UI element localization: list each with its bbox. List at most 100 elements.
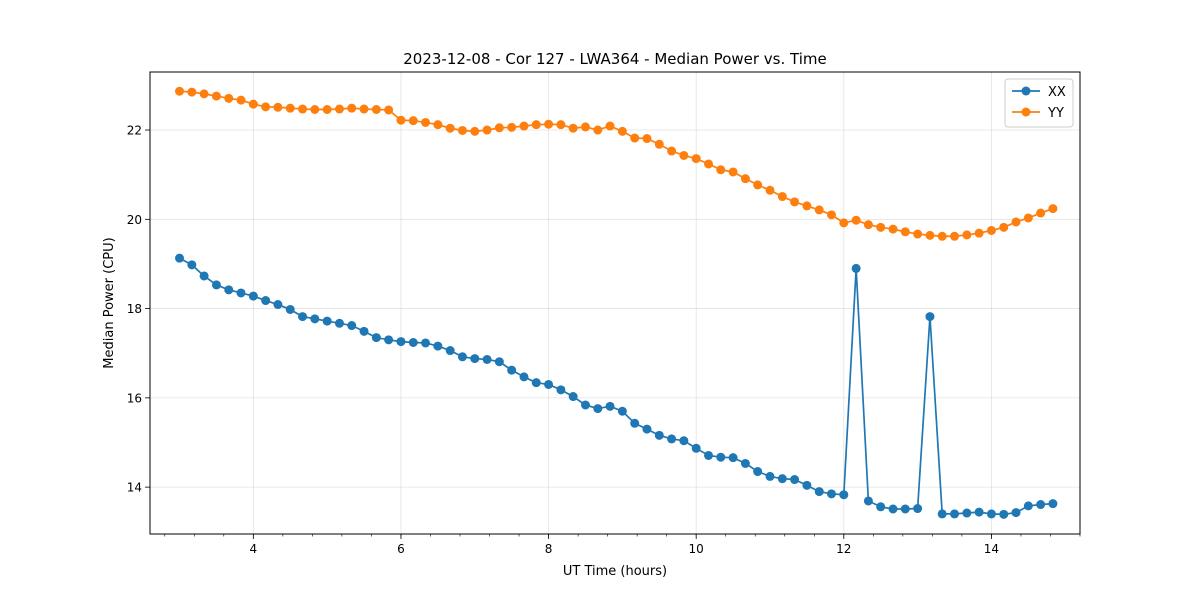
- legend-xx-marker: [1021, 86, 1031, 96]
- series-yy-point: [507, 122, 517, 132]
- series-yy-point: [371, 105, 381, 114]
- legend: XX YY: [1004, 78, 1074, 128]
- series-xx-point: [322, 316, 332, 326]
- series-xx-point: [568, 392, 578, 402]
- series-xx-point: [753, 467, 763, 477]
- series-xx-point: [507, 365, 517, 375]
- series-xx-point: [482, 354, 492, 364]
- x-tick-label: 4: [250, 542, 258, 556]
- series-yy-point: [285, 103, 295, 113]
- series-xx-point: [273, 300, 283, 310]
- series-yy-point: [593, 125, 603, 135]
- x-tick-label: 14: [984, 542, 999, 556]
- series-yy-point: [544, 119, 554, 129]
- series-yy-point: [580, 122, 590, 132]
- series-xx-point: [950, 509, 960, 519]
- series-yy-point: [740, 174, 750, 184]
- series-xx-point: [470, 354, 480, 364]
- series-xx-point: [667, 434, 677, 444]
- series-yy-point: [482, 125, 492, 135]
- x-tick-label: 10: [689, 542, 704, 556]
- grid: [150, 72, 1080, 534]
- series-xx-point: [937, 509, 947, 519]
- series-yy-point: [261, 102, 271, 112]
- series-yy-point: [519, 121, 529, 131]
- series-yy-point: [704, 159, 714, 169]
- series-yy-point: [839, 218, 849, 228]
- series-yy-point: [777, 192, 787, 202]
- legend-xx-label: XX: [1048, 85, 1066, 100]
- series-xx-point: [802, 480, 812, 490]
- series-yy-point: [211, 91, 221, 101]
- series-xx-point: [261, 296, 271, 306]
- series-xx-point: [347, 321, 357, 331]
- series-xx-point: [531, 378, 541, 388]
- series-xx-point: [986, 509, 996, 519]
- series-xx-point: [1023, 501, 1033, 511]
- series-xx-point: [408, 338, 418, 347]
- series-yy-point: [851, 215, 861, 225]
- series-xx-point: [728, 453, 738, 463]
- series-yy-point: [199, 89, 209, 99]
- series-xx-point: [851, 263, 861, 273]
- x-tick-label: 8: [545, 542, 553, 556]
- y-axis-label: Median Power (CPU): [102, 237, 117, 368]
- series-xx-point: [839, 490, 849, 500]
- series-yy-point: [691, 154, 701, 164]
- series-xx-point: [790, 475, 800, 485]
- series-xx-point: [617, 406, 627, 416]
- series-xx-point: [765, 471, 775, 481]
- series-xx-point: [704, 450, 714, 460]
- series-xx-point: [863, 496, 873, 506]
- series-yy-point: [433, 120, 443, 130]
- series-xx-point: [175, 253, 185, 263]
- series-yy-point: [826, 210, 836, 220]
- plot-series: [175, 86, 1058, 519]
- series-yy-point: [962, 230, 972, 240]
- series-yy-point: [654, 139, 664, 149]
- series-xx-point: [888, 504, 898, 514]
- series-xx-point: [1036, 500, 1046, 510]
- series-xx-point: [371, 333, 381, 343]
- series-yy-point: [974, 228, 984, 238]
- series-yy-point: [617, 126, 627, 136]
- series-xx-point: [740, 458, 750, 468]
- series-yy-point: [716, 165, 726, 175]
- x-tick-label: 6: [397, 542, 405, 556]
- series-yy-point: [630, 133, 640, 143]
- y-tick-label: 18: [127, 302, 142, 316]
- series-xx-point: [298, 312, 308, 322]
- series-xx-point: [913, 504, 923, 514]
- series-yy-point: [950, 231, 960, 241]
- series-yy-point: [273, 102, 283, 112]
- series-xx-point: [691, 443, 701, 453]
- series-xx-point: [433, 341, 443, 351]
- series-yy-point: [457, 125, 467, 135]
- series-xx-point: [925, 312, 935, 322]
- series-xx-point: [310, 314, 320, 324]
- series-yy-point: [605, 121, 615, 131]
- plot-frame: [149, 71, 1081, 535]
- series-xx-point: [334, 318, 344, 328]
- series-xx-point: [826, 489, 836, 499]
- series-yy-point: [396, 115, 406, 125]
- series-yy-point: [937, 231, 947, 241]
- series-yy-point: [863, 220, 873, 230]
- y-tick-label: 22: [127, 124, 142, 138]
- series-xx-point: [187, 260, 197, 270]
- series-yy-point: [986, 225, 996, 235]
- series-yy-point: [1036, 208, 1046, 218]
- series-xx-point: [593, 404, 603, 414]
- y-tick-label: 20: [127, 213, 142, 227]
- series-yy-point: [667, 146, 677, 156]
- series-yy-point: [888, 224, 898, 234]
- series-yy-point: [999, 222, 1009, 232]
- series-xx-point: [777, 474, 787, 484]
- series-yy-point: [310, 105, 320, 114]
- series-xx-point: [642, 424, 652, 434]
- series-yy-point: [913, 229, 923, 239]
- series-xx-point: [1011, 508, 1021, 518]
- series-yy-point: [445, 123, 455, 133]
